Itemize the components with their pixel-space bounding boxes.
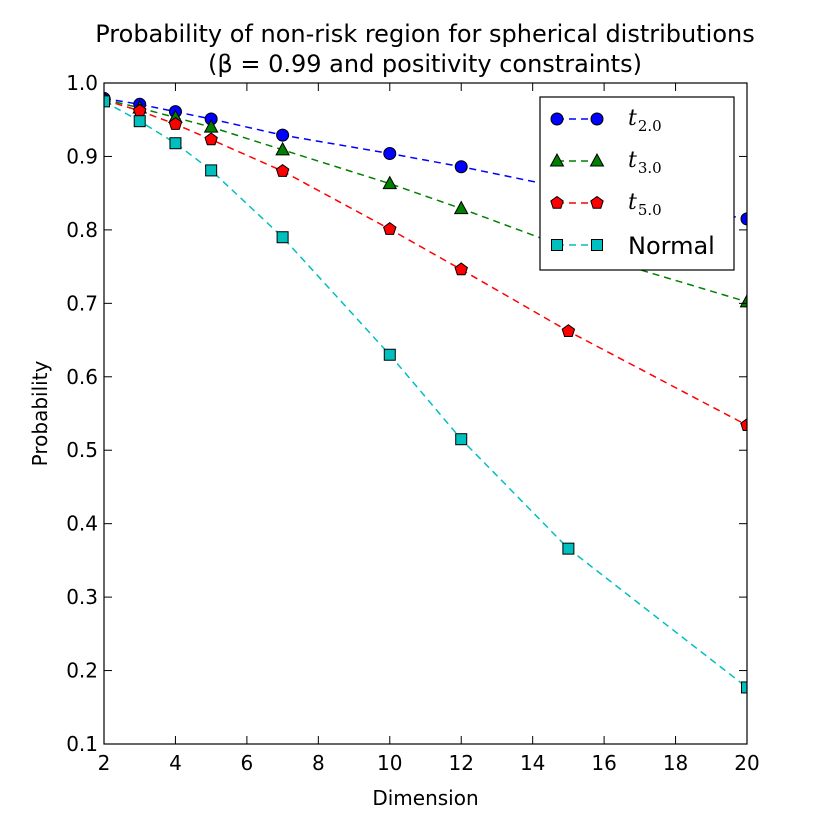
y-tick-label: 0.7 <box>66 291 98 315</box>
x-tick-label: 14 <box>520 751 545 775</box>
legend-label: t5.0 <box>628 190 662 219</box>
data-point <box>275 164 290 177</box>
x-axis-label: Dimension <box>372 786 478 810</box>
data-point <box>205 164 218 177</box>
data-point <box>203 119 219 133</box>
data-point <box>104 95 110 108</box>
legend-marker <box>591 239 603 251</box>
x-tick-label: 6 <box>241 751 254 775</box>
y-tick-label: 0.1 <box>66 732 98 756</box>
data-point <box>383 348 396 361</box>
x-tick-label: 16 <box>591 751 616 775</box>
legend-marker <box>590 195 604 209</box>
y-tick-label: 0.8 <box>66 218 98 242</box>
data-point <box>561 324 576 337</box>
legend-marker <box>551 239 563 251</box>
x-tick-label: 12 <box>448 751 473 775</box>
data-point <box>276 128 290 142</box>
plot-frame <box>103 82 748 745</box>
chart-subtitle: (β = 0.99 and positivity constraints) <box>208 50 642 78</box>
data-point <box>455 433 468 446</box>
legend-marker <box>550 195 564 209</box>
data-point <box>169 137 182 150</box>
y-tick-label: 0.4 <box>66 512 98 536</box>
legend-box <box>539 96 735 271</box>
y-tick-label: 0.2 <box>66 659 98 683</box>
y-axis-label: Probability <box>28 360 52 466</box>
tick-layer: 2 4 6 8 10 12 14 16 18 20 0.1 0.2 0.3 0.4 0.5 0.6 0.7 0.8… <box>66 71 760 775</box>
legend: t2.0 t3.0 t5.0 Normal <box>539 96 735 271</box>
data-point <box>454 262 468 276</box>
data-point <box>741 681 747 694</box>
legend-item: Normal <box>551 232 715 260</box>
y-tick-label: 0.9 <box>66 144 98 168</box>
series-layer <box>104 91 747 694</box>
x-tick-label: 8 <box>312 751 325 775</box>
legend-marker <box>550 112 564 126</box>
data-point <box>740 212 747 226</box>
data-point <box>383 222 397 235</box>
data-point <box>133 115 146 128</box>
data-point <box>275 141 290 156</box>
data-point <box>276 231 289 244</box>
y-tick-label: 0.5 <box>66 438 98 462</box>
x-tick-label: 20 <box>734 751 759 775</box>
y-tick-label: 0.6 <box>66 365 98 389</box>
series-normal <box>104 95 747 694</box>
data-point <box>382 175 398 190</box>
legend-label: t3.0 <box>628 148 662 177</box>
y-tick-label: 0.3 <box>66 585 98 609</box>
legend-marker <box>589 152 605 167</box>
data-point <box>739 293 747 308</box>
y-tick-label: 1.0 <box>66 71 98 95</box>
data-point <box>740 418 747 432</box>
legend-label: t2.0 <box>628 106 662 135</box>
series-line <box>104 100 747 689</box>
data-point <box>562 542 575 555</box>
data-point <box>383 147 397 161</box>
legend-marker <box>590 112 604 126</box>
chart-title: Probability of non-risk region for spher… <box>95 20 754 48</box>
legend-item: t2.0 <box>550 106 662 135</box>
x-tick-label: 18 <box>663 751 688 775</box>
data-point <box>204 132 218 146</box>
x-tick-label: 4 <box>169 751 182 775</box>
x-tick-label: 2 <box>98 751 111 775</box>
data-point <box>453 200 469 215</box>
legend-item: t3.0 <box>549 148 662 177</box>
data-point <box>454 160 468 174</box>
legend-label: Normal <box>628 232 715 260</box>
x-tick-label: 10 <box>377 751 402 775</box>
series-t-5-0 <box>104 92 747 432</box>
legend-marker <box>549 152 565 167</box>
legend-item: t5.0 <box>550 190 662 219</box>
data-point <box>168 117 183 130</box>
